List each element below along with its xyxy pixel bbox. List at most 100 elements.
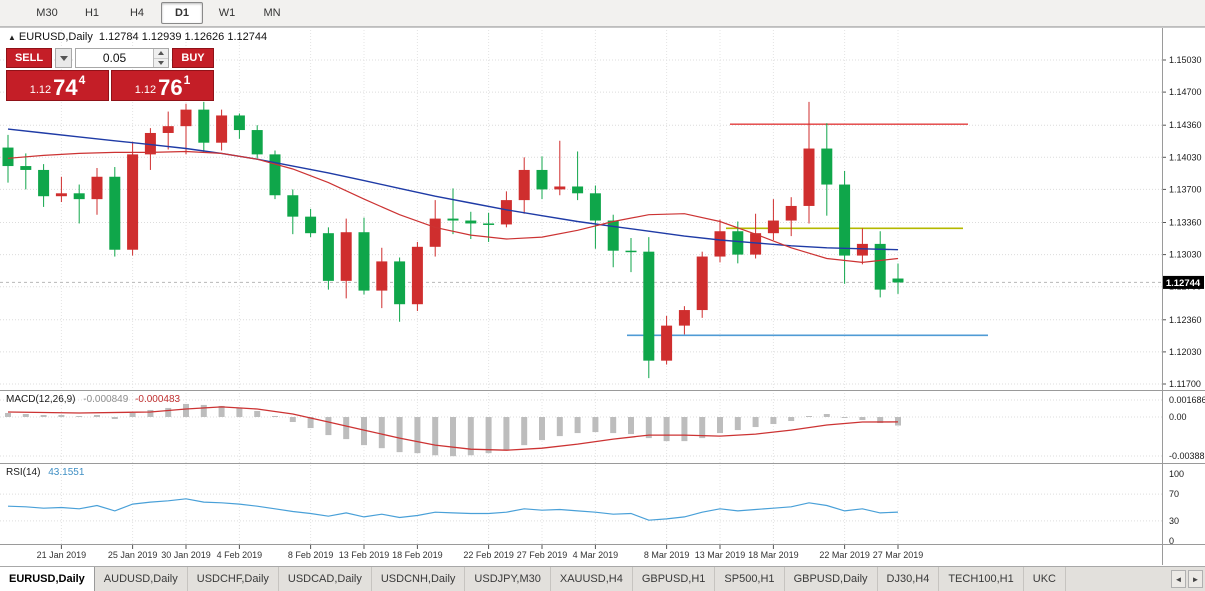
svg-text:4 Mar 2019: 4 Mar 2019 <box>573 550 619 560</box>
svg-text:0: 0 <box>1169 536 1174 546</box>
tab-usdcad-daily[interactable]: USDCAD,Daily <box>279 567 372 591</box>
tab-usdcnh-daily[interactable]: USDCNH,Daily <box>372 567 466 591</box>
macd-label: MACD(12,26,9) <box>6 394 76 405</box>
svg-text:0.001686: 0.001686 <box>1169 395 1205 405</box>
tab-eurusd-daily[interactable]: EURUSD,Daily <box>0 567 95 591</box>
svg-text:18 Feb 2019: 18 Feb 2019 <box>392 550 443 560</box>
timeframe-button-m30[interactable]: M30 <box>36 7 58 19</box>
arrow-up-icon <box>158 51 164 56</box>
svg-text:1.14360: 1.14360 <box>1169 120 1202 130</box>
chart-ohlc-values: 1.12784 1.12939 1.12626 1.12744 <box>98 31 268 43</box>
current-price-tag <box>1163 275 1204 289</box>
axes-layer: 1.15030 1.14700 1.14360 1.14030 1.13700 1.133… <box>37 55 1204 560</box>
tab-ukc[interactable]: UKC <box>1024 567 1066 591</box>
order-options-dropdown[interactable] <box>55 48 72 68</box>
svg-text:1.12744: 1.12744 <box>1166 278 1201 289</box>
arrow-left-icon: ◄ <box>1174 574 1183 584</box>
svg-text:27 Mar 2019: 27 Mar 2019 <box>873 550 924 560</box>
tab-gbpusd-daily[interactable]: GBPUSD,Daily <box>785 567 878 591</box>
buy-price-prefix: 1.12 <box>134 84 157 96</box>
macd-signal-value: -0.000483 <box>135 394 181 405</box>
svg-text:25 Jan 2019: 25 Jan 2019 <box>108 550 158 560</box>
svg-text:18 Mar 2019: 18 Mar 2019 <box>748 550 799 560</box>
chart-symbol-label: EURUSD,Daily <box>18 31 93 43</box>
timeframe-button-h4[interactable]: H4 <box>129 7 145 19</box>
sell-price-button[interactable]: 1.12 74 4 <box>6 70 109 101</box>
svg-text:0.00: 0.00 <box>1169 412 1187 422</box>
macd-indicator-header: MACD(12,26,9) -0.000849 -0.000483 <box>6 394 180 405</box>
grid-layer <box>0 30 1162 544</box>
tab-audusd-daily[interactable]: AUDUSD,Daily <box>95 567 188 591</box>
macd-panel: 0.001686 0.00 -0.00388 <box>0 395 1205 461</box>
tab-dj30-h4[interactable]: DJ30,H4 <box>878 567 940 591</box>
svg-text:30 Jan 2019: 30 Jan 2019 <box>161 550 211 560</box>
buy-button[interactable]: BUY <box>172 48 214 68</box>
buy-price-pip-digit: 1 <box>183 73 191 87</box>
buy-price-big-digits: 76 <box>158 75 183 100</box>
timeframe-toolbar: M30 H1 H4 D1 W1 MN <box>0 0 1205 27</box>
svg-text:1.13030: 1.13030 <box>1169 250 1202 260</box>
svg-text:1.14700: 1.14700 <box>1169 87 1202 97</box>
svg-text:1.11700: 1.11700 <box>1169 379 1201 389</box>
tab-tech100-h1[interactable]: TECH100,H1 <box>939 567 1024 591</box>
timeframe-button-h1[interactable]: H1 <box>84 7 100 19</box>
rsi-value: 43.1551 <box>48 467 85 478</box>
sell-price-prefix: 1.12 <box>29 84 52 96</box>
timeframe-button-d1[interactable]: D1 <box>161 2 203 24</box>
symbol-tab-bar: EURUSD,Daily AUDUSD,Daily USDCHF,Daily USDC… <box>0 566 1205 591</box>
one-click-trading-widget: SELL 0.05 BUY 1.12 74 4 1.12 76 <box>6 48 214 101</box>
svg-text:22 Mar 2019: 22 Mar 2019 <box>819 550 870 560</box>
svg-text:13 Mar 2019: 13 Mar 2019 <box>695 550 746 560</box>
svg-text:30: 30 <box>1169 516 1179 526</box>
tab-usdchf-daily[interactable]: USDCHF,Daily <box>188 567 279 591</box>
svg-text:8 Feb 2019: 8 Feb 2019 <box>288 550 334 560</box>
svg-text:1.14030: 1.14030 <box>1169 152 1202 162</box>
tab-gbpusd-h1[interactable]: GBPUSD,H1 <box>633 567 716 591</box>
frame-layer <box>0 27 1205 565</box>
tab-scroll-controls: ◄ ► <box>1171 570 1203 588</box>
lot-size-value: 0.05 <box>102 51 127 65</box>
tab-usdjpy-m30[interactable]: USDJPY,M30 <box>465 567 551 591</box>
svg-text:100: 100 <box>1169 469 1184 479</box>
lot-size-input[interactable]: 0.05 <box>75 48 169 68</box>
buy-price-button[interactable]: 1.12 76 1 <box>111 70 214 101</box>
tabs-scroll-right-button[interactable]: ► <box>1188 570 1203 588</box>
chart-title: ▲ EURUSD,Daily 1.12784 1.12939 1.12626 1.1… <box>8 31 267 43</box>
chart-canvas[interactable]: 0.001686 0.00 -0.00388 100 70 30 0 1.15030 1.147… <box>0 0 1205 566</box>
moving-averages-layer <box>7 128 899 264</box>
svg-text:1.15030: 1.15030 <box>1169 55 1202 65</box>
svg-text:1.13700: 1.13700 <box>1169 184 1202 194</box>
tabs-scroll-left-button[interactable]: ◄ <box>1171 570 1186 588</box>
lot-decrease-button[interactable] <box>154 58 168 67</box>
sell-price-pip-digit: 4 <box>78 73 86 87</box>
rsi-label: RSI(14) <box>6 467 41 478</box>
svg-text:13 Feb 2019: 13 Feb 2019 <box>339 550 390 560</box>
lot-increase-button[interactable] <box>154 49 168 59</box>
svg-text:-0.00388: -0.00388 <box>1169 451 1205 461</box>
tab-xauusd-h4[interactable]: XAUUSD,H4 <box>551 567 633 591</box>
timeframe-button-mn[interactable]: MN <box>263 7 281 19</box>
macd-main-value: -0.000849 <box>83 394 129 405</box>
arrow-down-icon <box>158 60 164 65</box>
svg-text:70: 70 <box>1169 489 1179 499</box>
candles-layer <box>2 101 904 379</box>
svg-text:27 Feb 2019: 27 Feb 2019 <box>517 550 568 560</box>
svg-text:21 Jan 2019: 21 Jan 2019 <box>37 550 87 560</box>
lot-size-stepper <box>153 49 168 67</box>
sell-button[interactable]: SELL <box>6 48 52 68</box>
chevron-down-icon <box>59 55 68 61</box>
svg-text:22 Feb 2019: 22 Feb 2019 <box>463 550 514 560</box>
svg-text:8 Mar 2019: 8 Mar 2019 <box>644 550 690 560</box>
timeframe-button-w1[interactable]: W1 <box>218 7 236 19</box>
rsi-indicator-header: RSI(14) 43.1551 <box>6 467 84 478</box>
tab-sp500-h1[interactable]: SP500,H1 <box>715 567 785 591</box>
svg-text:1.12030: 1.12030 <box>1169 347 1202 357</box>
chart-symbol-icon: ▲ <box>8 33 16 42</box>
arrow-right-icon: ► <box>1191 574 1200 584</box>
sell-price-big-digits: 74 <box>53 75 78 100</box>
rsi-panel: 100 70 30 0 <box>0 469 1184 546</box>
svg-text:1.13360: 1.13360 <box>1169 217 1202 227</box>
svg-text:4 Feb 2019: 4 Feb 2019 <box>217 550 263 560</box>
svg-text:1.12360: 1.12360 <box>1169 315 1202 325</box>
